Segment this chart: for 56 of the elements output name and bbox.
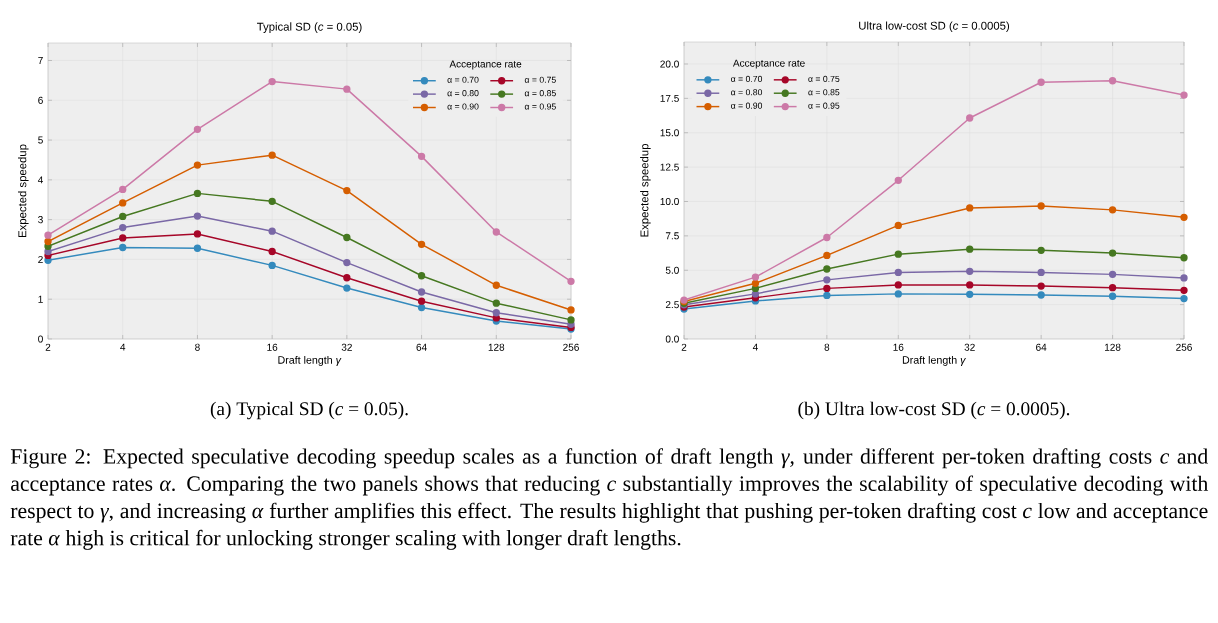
y-tick-label: 3 <box>38 216 43 224</box>
y-tick-label: 0.0 <box>665 335 679 343</box>
legend-label: α = 0.95 <box>808 102 840 109</box>
chart-title: Ultra low-cost SD (c = 0.0005) <box>859 21 1010 32</box>
chart-title: Typical SD (c = 0.05) <box>257 22 362 33</box>
legend-label: α = 0.85 <box>524 90 556 97</box>
x-tick-label: 4 <box>120 343 126 351</box>
x-tick-label: 256 <box>1176 343 1192 351</box>
y-tick-label: 1 <box>38 295 43 303</box>
y-tick-label: 2.5 <box>665 301 679 309</box>
y-tick-label: 0 <box>38 335 43 343</box>
legend-label: α = 0.80 <box>731 89 763 96</box>
x-tick-label: 64 <box>1036 343 1047 351</box>
legend-label: α = 0.80 <box>447 90 479 97</box>
x-tick-label: 64 <box>416 343 427 351</box>
legend-label: α = 0.90 <box>447 103 479 110</box>
y-axis-title: Expected speedup <box>640 144 651 237</box>
x-tick-label: 256 <box>563 343 579 351</box>
text: Figure 2: Expected speculative decoding speedup scales as a function of draft length γ, under different per-token drafting costs c and acceptance rates α. Comparing the two panels shows that reducing c substantially improves the scalability of speculative decoding with respect to γ, and increasing α further amplifies this effect. The results highlight that pushing per-token drafting cost c low and acceptance rate α high is critical for unlocking stronger scaling with longer draft lengths. <box>10 448 1209 550</box>
legend-label: α = 0.85 <box>808 89 840 96</box>
y-tick-label: 4 <box>37 176 44 184</box>
x-tick-label: 16 <box>267 343 278 351</box>
y-tick-label: 17.5 <box>660 94 679 102</box>
y-tick-label: 7.5 <box>665 232 679 240</box>
y-tick-label: 6 <box>38 96 43 104</box>
x-tick-label: 2 <box>681 343 687 351</box>
legend-label: α = 0.70 <box>731 75 763 82</box>
text: (a) Typical SD (c = 0.05). <box>210 401 408 420</box>
x-tick-label: 8 <box>824 343 830 351</box>
legend-label: α = 0.75 <box>524 76 556 83</box>
y-tick-label: 12.5 <box>660 163 679 171</box>
x-tick-label: 8 <box>195 343 200 351</box>
x-tick-label: 128 <box>1104 343 1121 351</box>
x-tick-label: 128 <box>488 343 505 351</box>
y-axis-title: Expected speedup <box>18 144 29 238</box>
y-tick-label: 10.0 <box>660 197 679 206</box>
x-tick-label: 4 <box>752 343 758 351</box>
legend-title: Acceptance rate <box>449 60 522 70</box>
y-tick-label: 7 <box>38 57 43 64</box>
legend-title: Acceptance rate <box>732 59 805 69</box>
y-tick-label: 5.0 <box>665 266 679 274</box>
legend-label: α = 0.90 <box>731 102 763 109</box>
legend-label: α = 0.75 <box>808 75 840 82</box>
y-tick-label: 2 <box>38 255 43 263</box>
x-tick-label: 16 <box>893 343 904 351</box>
y-tick-label: 15.0 <box>660 129 679 137</box>
x-axis-title: Draft length γ <box>278 355 342 366</box>
x-tick-label: 2 <box>45 343 51 351</box>
x-axis-title: Draft length γ <box>902 355 966 366</box>
y-tick-label: 5 <box>38 136 43 144</box>
x-tick-label: 32 <box>964 343 975 351</box>
legend-label: α = 0.95 <box>524 103 556 110</box>
legend-label: α = 0.70 <box>447 76 479 83</box>
y-tick-label: 20.0 <box>660 60 679 68</box>
x-tick-label: 32 <box>341 343 352 351</box>
text: (b) Ultra low-cost SD (c = 0.0005). <box>798 401 1070 420</box>
